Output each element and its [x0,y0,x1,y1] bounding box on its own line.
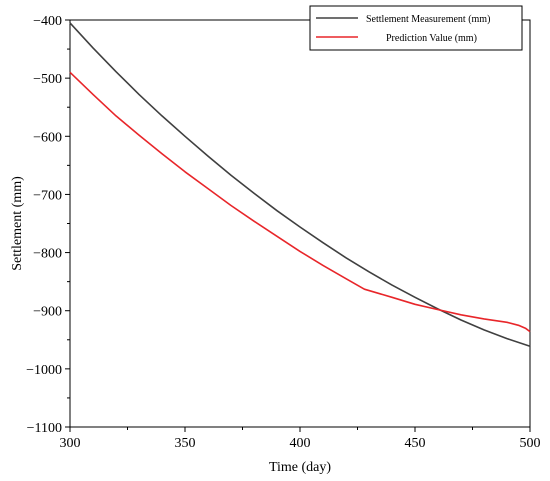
y-axis-title: Settlement (mm) [10,176,25,271]
x-tick-label: 350 [175,436,196,451]
y-tick-label: −1100 [27,421,62,436]
y-tick-label: −400 [33,14,62,29]
tick-labels: 300 350 400 450 500 −400 −500 −600 −700 −800 −900 −… [26,14,540,451]
plot-area-frame [69,19,531,428]
y-tick-label: −700 [33,188,62,203]
legend-label-prediction-value: Prediction Value (mm) [386,33,477,44]
legend-box [309,5,523,51]
x-tick-label: 400 [290,436,311,451]
y-tick-label: −500 [33,72,62,87]
y-tick-label: −900 [33,305,62,320]
series-line-1 [69,71,531,333]
y-tick-label: −600 [33,130,62,145]
series-line-0 [69,22,531,347]
x-tick-label: 300 [60,436,81,451]
y-tick-label: −1000 [26,363,62,378]
x-tick-label: 450 [405,436,426,451]
x-axis-title: Time (day) [269,460,331,475]
legend-label-settlement-measurement: Settlement Measurement (mm) [366,14,490,25]
y-tick-label: −800 [33,247,62,262]
x-tick-label: 500 [520,436,541,451]
legend: Settlement Measurement (mm) Prediction V… [309,5,523,51]
series-lines [69,22,531,347]
